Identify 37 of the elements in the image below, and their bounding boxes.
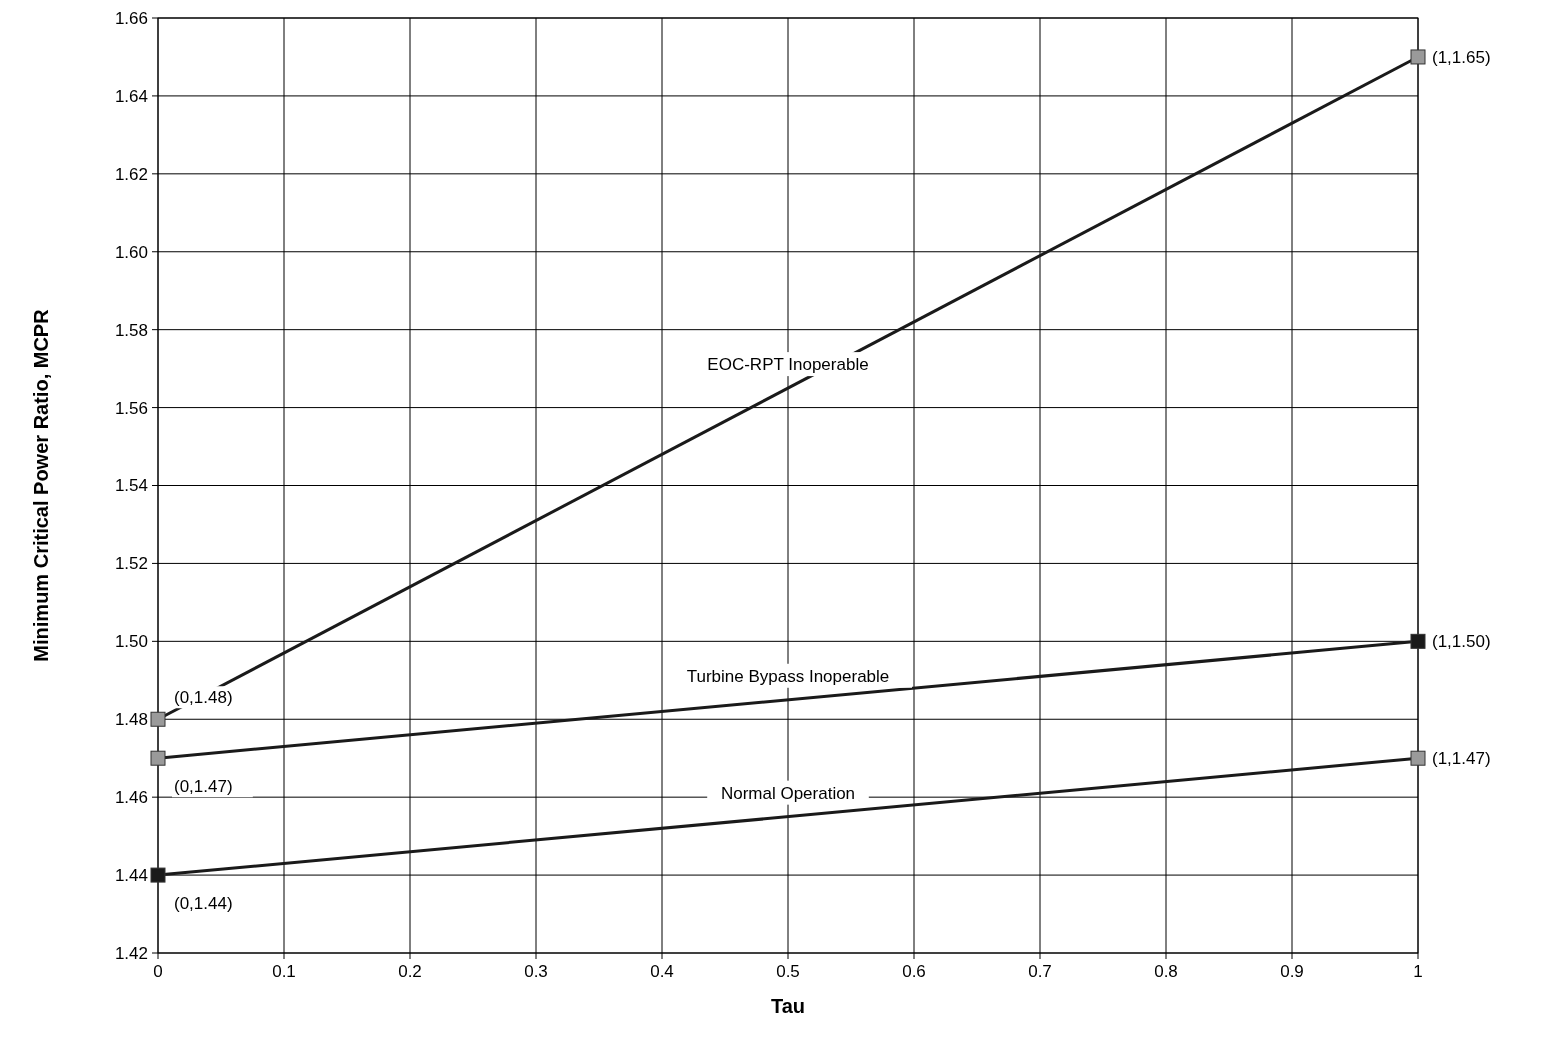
series-label: Normal Operation: [720, 783, 856, 803]
x-tick-label: 0.5: [776, 962, 800, 981]
y-tick-label: 1.44: [114, 866, 148, 886]
x-tick-label: 0.7: [1028, 962, 1052, 981]
x-tick-label: 0.6: [902, 962, 926, 981]
x-tick-label: 0.2: [398, 962, 422, 981]
y-tick-label: 1.64: [114, 86, 148, 106]
data-label: (1,1.47): [1432, 749, 1491, 769]
y-tick-label: 1.48: [114, 710, 148, 730]
y-tick-label: 1.52: [114, 554, 148, 574]
y-tick-label: 1.50: [114, 632, 148, 652]
x-tick-label: 0.4: [650, 962, 674, 981]
point: [1410, 49, 1426, 65]
series-label: Turbine Bypass Inoperable: [686, 666, 890, 686]
y-tick-label: 1.56: [114, 398, 148, 418]
series-label: EOC-RPT Inoperable: [707, 355, 869, 375]
x-tick-label: 0.3: [524, 962, 548, 981]
x-tick-label: 0.9: [1280, 962, 1304, 981]
x-tick-label: 1: [1413, 962, 1423, 981]
x-tick-label: 0: [153, 962, 163, 981]
y-tick-label: 1.60: [114, 242, 148, 262]
data-label: (1,1.50): [1432, 632, 1491, 652]
x-tick-label: 0.1: [272, 962, 296, 981]
y-tick-label: 1.58: [114, 320, 148, 340]
data-label: (0,1.48): [174, 688, 233, 708]
point: [150, 711, 166, 727]
y-tick-label: 1.46: [114, 788, 148, 808]
y-tick-label: 1.42: [114, 943, 148, 963]
data-label: (0,1.44): [174, 894, 233, 914]
y-tick-label: 1.66: [114, 8, 148, 28]
x-tick-label: 0.8: [1154, 962, 1178, 981]
data-label: (1,1.65): [1432, 47, 1491, 67]
y-tick-label: 1.62: [114, 164, 148, 184]
y-axis-title: Minimum Critical Power Ratio, MCPR: [30, 308, 52, 662]
x-axis-title: Tau: [770, 995, 806, 1017]
data-label: (0,1.47): [174, 777, 233, 797]
y-tick-label: 1.54: [114, 476, 148, 496]
